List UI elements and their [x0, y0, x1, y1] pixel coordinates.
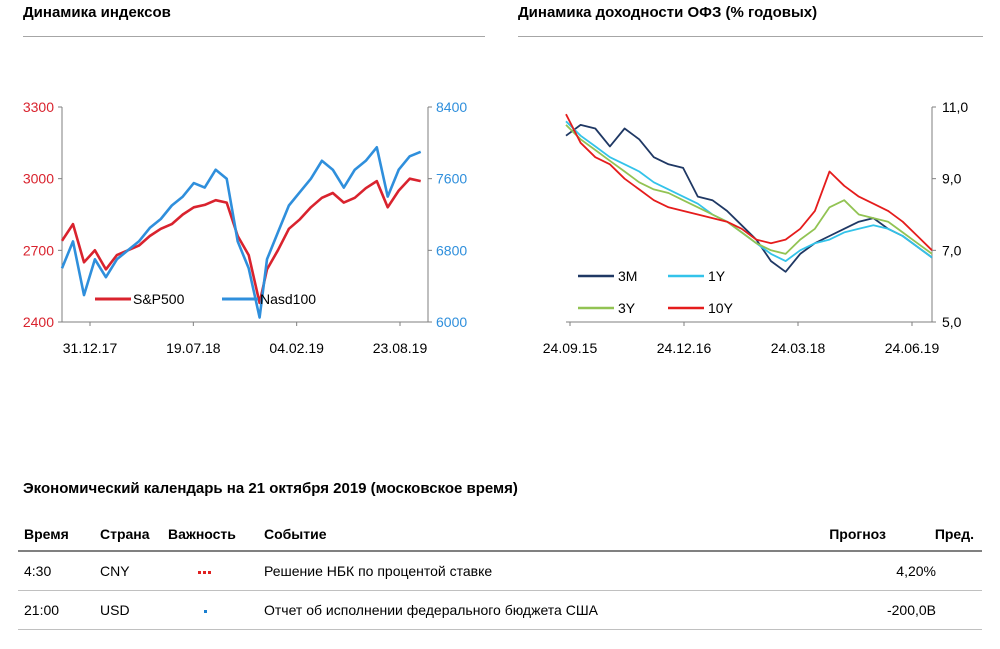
row-time: 4:30 [24, 563, 52, 579]
y-tick-label: 7,0 [942, 242, 962, 258]
row-event: Отчет об исполнении федерального бюджета… [264, 602, 598, 618]
row-country: USD [100, 602, 130, 618]
row-event: Решение НБК по процентой ставке [264, 563, 493, 579]
series-line-sp500 [60, 177, 421, 305]
importance-indicator [204, 602, 209, 618]
row-country: CNY [100, 563, 130, 579]
indices-chart: 2400 2700 3000 3300 6000 6800 7600 8400 31.12.17… [23, 99, 468, 356]
ofz-title-rule [518, 36, 983, 37]
legend-label: Nasd100 [260, 291, 316, 307]
indices-chart-title: Динамика индексов [23, 4, 171, 21]
x-tick-label: 24.03.18 [771, 340, 826, 356]
indices-title-rule [23, 36, 485, 37]
ofz-yield-chart: 5,0 7,0 9,0 11,0 24.09.15 24.12.16 24.03.18 24.… [543, 99, 969, 356]
x-tick-label: 04.02.19 [269, 340, 324, 356]
x-tick-label: 23.08.19 [373, 340, 428, 356]
table-row: 4:30 CNY Решение НБК по процентой ставке… [18, 552, 982, 591]
table-row: 21:00 USD Отчет об исполнении федерально… [18, 591, 982, 630]
row-time: 21:00 [24, 602, 60, 618]
y-tick-label: 5,0 [942, 314, 962, 330]
ofz-chart-title: Динамика доходности ОФЗ (% годовых) [518, 4, 818, 21]
series-line-10y [565, 113, 933, 251]
legend-label: 3Y [618, 300, 636, 316]
x-tick-label: 24.09.15 [543, 340, 598, 356]
x-tick-label: 19.07.18 [166, 340, 221, 356]
calendar-header-row: Время Страна Важность Событие Прогноз Пр… [18, 518, 982, 552]
header-time: Время [24, 526, 69, 542]
importance-indicator [198, 563, 213, 579]
x-tick-label: 31.12.17 [63, 340, 118, 356]
y-right-tick-label: 6000 [436, 314, 467, 330]
legend-label: 10Y [708, 300, 734, 316]
legend-label: 3M [618, 268, 637, 284]
y-right-tick-label: 6800 [436, 242, 467, 258]
y-left-tick-label: 3000 [23, 171, 54, 187]
y-tick-label: 11,0 [942, 99, 968, 115]
series-line-1y [565, 120, 933, 263]
series-line-3y [565, 124, 933, 255]
header-event: Событие [264, 526, 327, 542]
series-line-nasd100 [60, 146, 422, 319]
row-previous: 4,20% [896, 563, 936, 579]
y-left-tick-label: 3300 [23, 99, 54, 115]
header-previous: Пред. [934, 526, 974, 542]
y-tick-label: 9,0 [942, 171, 962, 187]
legend-label: S&P500 [133, 291, 185, 307]
header-importance: Важность [168, 526, 236, 542]
calendar-title: Экономический календарь на 21 октября 20… [23, 480, 518, 497]
y-right-tick-label: 8400 [436, 99, 467, 115]
series-line-3m [565, 124, 933, 273]
y-right-tick-label: 7600 [436, 171, 467, 187]
y-left-tick-label: 2400 [23, 314, 54, 330]
header-forecast: Прогноз [829, 526, 886, 542]
legend-label: 1Y [708, 268, 726, 284]
x-tick-label: 24.12.16 [657, 340, 712, 356]
header-country: Страна [100, 526, 150, 542]
y-left-tick-label: 2700 [23, 242, 54, 258]
row-previous: -200,0B [886, 602, 936, 618]
economic-calendar-table: Время Страна Важность Событие Прогноз Пр… [18, 518, 982, 630]
x-tick-label: 24.06.19 [885, 340, 940, 356]
